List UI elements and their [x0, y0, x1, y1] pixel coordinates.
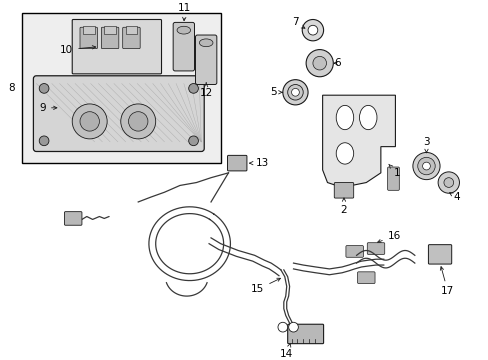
- Ellipse shape: [199, 39, 212, 47]
- Ellipse shape: [336, 143, 353, 164]
- FancyBboxPatch shape: [357, 272, 374, 283]
- Circle shape: [72, 104, 107, 139]
- Circle shape: [80, 112, 99, 131]
- Polygon shape: [322, 95, 395, 188]
- Text: 12: 12: [199, 83, 212, 98]
- Text: 13: 13: [249, 158, 268, 168]
- Circle shape: [305, 50, 333, 77]
- Circle shape: [188, 84, 198, 93]
- Circle shape: [128, 112, 148, 131]
- Circle shape: [412, 152, 439, 180]
- FancyBboxPatch shape: [345, 246, 363, 257]
- Circle shape: [121, 104, 155, 139]
- FancyBboxPatch shape: [33, 76, 204, 152]
- Text: 11: 11: [178, 3, 191, 21]
- Circle shape: [417, 157, 434, 175]
- FancyBboxPatch shape: [173, 22, 194, 71]
- Text: 9: 9: [40, 103, 57, 113]
- Bar: [104, 26, 116, 34]
- Circle shape: [277, 322, 287, 332]
- Bar: [83, 26, 94, 34]
- Text: 14: 14: [280, 343, 293, 359]
- Circle shape: [312, 57, 326, 70]
- FancyBboxPatch shape: [334, 183, 353, 198]
- Ellipse shape: [177, 26, 190, 34]
- Text: 2: 2: [340, 198, 346, 215]
- Circle shape: [291, 89, 299, 96]
- Circle shape: [188, 136, 198, 146]
- FancyBboxPatch shape: [227, 156, 246, 171]
- FancyBboxPatch shape: [366, 243, 384, 255]
- Circle shape: [287, 85, 303, 100]
- Text: 8: 8: [8, 84, 15, 93]
- FancyBboxPatch shape: [387, 167, 399, 190]
- Text: 7: 7: [291, 17, 304, 28]
- Circle shape: [437, 172, 459, 193]
- Text: 1: 1: [388, 164, 399, 178]
- Text: 10: 10: [60, 45, 96, 55]
- Ellipse shape: [336, 105, 353, 130]
- FancyBboxPatch shape: [101, 27, 119, 49]
- Circle shape: [422, 162, 429, 170]
- Text: 15: 15: [251, 278, 280, 294]
- Circle shape: [302, 19, 323, 41]
- FancyBboxPatch shape: [122, 27, 140, 49]
- Text: 3: 3: [422, 137, 429, 153]
- Circle shape: [443, 178, 453, 188]
- Text: 16: 16: [377, 231, 400, 243]
- Circle shape: [288, 322, 298, 332]
- Text: 5: 5: [270, 87, 282, 97]
- FancyBboxPatch shape: [72, 19, 161, 74]
- Circle shape: [39, 136, 49, 146]
- FancyBboxPatch shape: [427, 245, 451, 264]
- Circle shape: [39, 84, 49, 93]
- Ellipse shape: [359, 105, 376, 130]
- Circle shape: [307, 25, 317, 35]
- FancyBboxPatch shape: [287, 324, 323, 344]
- Text: 17: 17: [439, 267, 453, 296]
- Text: 4: 4: [448, 192, 459, 202]
- Circle shape: [282, 80, 307, 105]
- FancyBboxPatch shape: [80, 27, 97, 49]
- FancyBboxPatch shape: [64, 212, 82, 225]
- Bar: [22, 13, 220, 163]
- Text: 6: 6: [333, 58, 340, 68]
- Bar: [125, 26, 137, 34]
- FancyBboxPatch shape: [195, 35, 216, 85]
